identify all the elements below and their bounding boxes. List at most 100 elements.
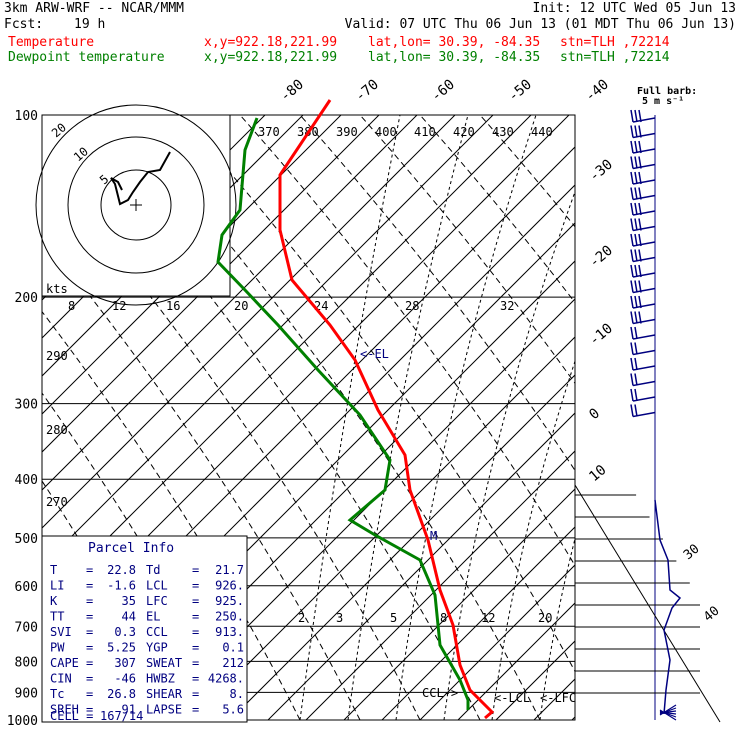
hodo-axis-label: 8 [68,299,75,313]
wind-barb-flag [638,264,642,278]
lcl-marker: <-LCL [494,691,530,705]
parcel-label: YGP [146,641,168,655]
pressure-label-300: 300 [15,398,38,413]
isotherm-line [153,298,575,720]
theta-label: 420 [453,125,475,139]
wind-barb-flag [634,187,638,200]
theta-label: 430 [492,125,514,139]
parcel-eq: = [86,672,93,686]
wind-barb-flag [630,311,634,324]
hodograph-trace [110,151,171,206]
parcel-eq: = [192,641,199,655]
parcel-eq: = [192,594,199,608]
wind-barb-flag [634,311,638,324]
parcel-value: 926. [215,579,244,593]
isotherm-line [381,526,575,720]
isotherm-right-label: -30 [586,157,616,186]
parcel-label: SHEAR [146,687,183,701]
isotherm-line [724,115,740,720]
theta-label: 440 [531,125,553,139]
parcel-value: 35 [122,594,136,608]
parcel-value: 307 [114,656,136,670]
parcel-value: 21.7 [215,563,244,577]
wind-panel-diagonal [574,484,721,723]
parcel-label: CAPE [50,656,79,670]
theta-left-label: 290 [46,349,68,363]
dewpoint-profile [216,117,470,710]
cell-value: 167/14 [100,709,143,723]
mixing-ratio-label: 5 [390,611,397,625]
wind-barb-flag [634,295,638,309]
wind-barb-flag [634,249,638,262]
isotherm-labels: -80 -70 -60 -50 -40 -30 -20 -10 0 10 [277,77,616,486]
wind-barb-flag [630,388,634,402]
theta-left-label: 280 [46,423,68,437]
hodograph-ring-mid [67,136,205,274]
wind-profile-label-40: 40 [701,604,723,626]
wind-barb-flag [638,187,642,200]
theta-label: 400 [375,125,397,139]
parcel-value: 913. [215,625,244,639]
hodo-unit: kts [46,282,68,296]
wind-barb-flag [634,388,638,402]
pressure-label-1000: 1000 [7,714,38,729]
parcel-label: PW [50,641,65,655]
wind-speed-trace [654,499,682,715]
hodo-axis-label: 28 [405,299,419,313]
wind-speed-profile [574,484,721,723]
parcel-eq: = [86,641,93,655]
parcel-value: 212 [222,656,244,670]
isotherm-line [419,564,575,720]
ccl-marker: CCL-> [422,686,458,700]
parcel-eq: = [192,610,199,624]
parcel-label: Td [146,563,160,577]
isotherm-right-label: 10 [586,462,609,485]
el-marker: <-EL [360,347,389,361]
parcel-value: 8. [230,687,244,701]
wind-barb-flag [638,218,642,231]
parcel-value: 26.8 [107,687,136,701]
parcel-label: SVI [50,625,72,639]
parcel-label: LAPSE [146,703,182,717]
isotherm-line [610,115,740,720]
parcel-label: CCL [146,625,168,639]
parcel-value: -1.6 [107,579,136,593]
wind-barb-flag [638,311,642,324]
fcst-label: Fcst: [4,17,44,32]
barb-legend-unit: 5 m s⁻¹ [642,96,684,107]
moist-line [491,359,575,720]
pressure-label-800: 800 [15,655,38,670]
isotherm-line [42,115,418,491]
cell-label: CELL = [50,709,93,723]
wind-barb-flag [630,249,634,262]
dew-xy: x,y=922.18,221.99 [204,50,338,65]
model-label: 3km ARW-WRF -- NCAR/MMM [4,1,185,16]
isotherm-top-label: -40 [582,77,612,106]
parcel-eq: = [192,672,199,686]
wind-barb-flag [630,202,634,216]
wind-barb-flag [630,187,634,200]
parcel-eq: = [86,563,93,577]
dew-latlon: lat,lon= 30.39, -84.35 [368,50,541,65]
parcel-marker: M [430,529,437,543]
isotherm-line [42,115,342,415]
parcel-label: SREH [50,703,79,717]
wind-barb-flag [634,125,638,138]
wind-barb-flag [630,280,634,293]
temp-latlon: lat,lon= 30.39, -84.35 [368,35,541,50]
temperature-profile [278,99,495,720]
dry-adiabat [359,115,575,385]
wind-barb-flag [630,109,634,123]
pressure-labels: 100 200 300 400 500 600 700 800 900 1000 [7,109,38,729]
wind-barb-flag [638,109,642,123]
wind-barb-flag [634,171,638,185]
parcel-eq: = [192,579,199,593]
fcst-value: 19 h [74,17,106,32]
parcel-value: 0.3 [114,625,136,639]
dry-adiabat [479,115,575,228]
hodo-axis-label: 20 [234,299,248,313]
theta-label: 370 [258,125,280,139]
wind-barb-flag [630,171,634,185]
parcel-label: EL [146,610,160,624]
isotherm-right-label: -10 [586,321,616,350]
